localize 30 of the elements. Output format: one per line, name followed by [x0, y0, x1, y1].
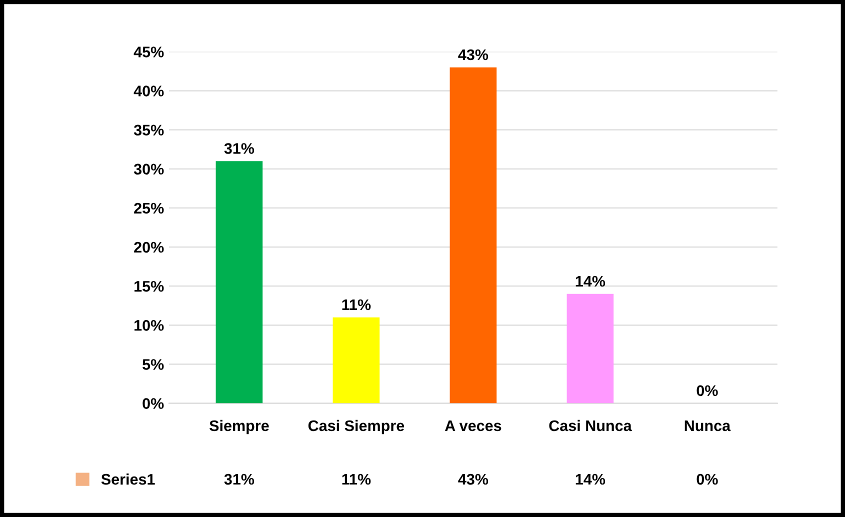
x-tick-label: A veces [444, 420, 502, 432]
data-label: 0% [696, 474, 718, 485]
y-tick-label: 45% [134, 46, 164, 58]
bar [566, 294, 614, 404]
y-tick-label: 25% [134, 202, 164, 214]
text: 14% [576, 276, 606, 287]
text: 0% [696, 385, 718, 396]
bar [450, 67, 497, 404]
y-tick-label: 35% [134, 124, 164, 136]
text: 31% [224, 143, 254, 154]
x-tick-label: Casi Siempre [308, 420, 404, 434]
y-tick-label: 20% [134, 242, 164, 253]
x-tick-label: Casi Nunca [549, 420, 632, 432]
data-label: 11% [342, 474, 371, 485]
bar [216, 161, 263, 404]
data-label: 14% [576, 474, 606, 485]
y-tick-label: 10% [134, 320, 164, 331]
x-tick-label: Siempre [209, 420, 269, 434]
data-label: 43% [458, 474, 488, 485]
y-tick-label: 0% [142, 398, 164, 409]
data-label: 31% [224, 474, 254, 485]
text: 43% [458, 49, 488, 60]
y-tick-label: 30% [134, 164, 164, 175]
bar [332, 317, 380, 404]
y-tick-label: 15% [134, 280, 164, 292]
text: Series1 [101, 474, 155, 485]
y-tick-label: 5% [142, 359, 164, 370]
text: 11% [342, 299, 371, 310]
x-tick-label: Nunca [684, 420, 731, 432]
y-tick-label: 40% [134, 86, 164, 96]
